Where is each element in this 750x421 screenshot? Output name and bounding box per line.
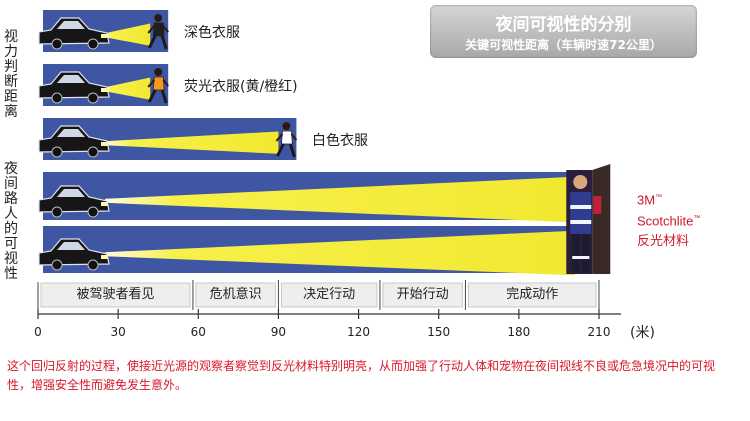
- stage-box: [280, 282, 378, 308]
- stage-label-2: 危机意识: [209, 287, 262, 302]
- stage-box: [467, 282, 597, 308]
- x-tick-label-60: 60: [190, 325, 206, 339]
- headlight-beam: [105, 77, 151, 100]
- x-tick-label-150: 150: [427, 325, 451, 339]
- headlight-beam: [105, 230, 575, 276]
- stage-box: [195, 282, 276, 308]
- reflective-pedestrian-icon: [566, 164, 611, 274]
- product-brand: 3M: [637, 192, 656, 208]
- product-name-tm: ™: [693, 215, 701, 223]
- diagram-title: 夜间可视性的分别: [495, 15, 632, 35]
- side-label-top: 视力判断距离: [4, 29, 18, 120]
- headlight-beam: [105, 131, 279, 154]
- x-tick-label-180: 180: [507, 325, 531, 339]
- headlight-beam: [105, 23, 151, 46]
- pedestrian-icon: [147, 14, 169, 50]
- footer-text: 这个回归反射的过程，使接近光源的观察者察觉到反光材料特别明亮，从而加强了行动人体…: [7, 359, 716, 392]
- car-icon: [38, 17, 110, 50]
- visibility-row-5: [38, 226, 575, 276]
- stage-box: [40, 282, 191, 308]
- product-brand-tm: ™: [655, 194, 663, 201]
- visibility-diagram: [37, 10, 621, 319]
- stage-box: [382, 282, 463, 308]
- x-tick-label-30: 30: [110, 325, 126, 339]
- stage-label-5: 完成动作: [506, 287, 559, 302]
- x-tick-label-0: 0: [34, 325, 42, 339]
- x-tick-label-90: 90: [270, 325, 287, 339]
- pedestrian-icon: [147, 68, 169, 104]
- diagram-subtitle: 关键可视性距离（车辆时速72公里）: [465, 38, 662, 52]
- visibility-row-1: [38, 10, 169, 52]
- visibility-row-4: [38, 172, 575, 223]
- axis-unit: (米): [630, 325, 655, 341]
- side-label-bottom: 夜间路人的可视性: [4, 161, 18, 282]
- headlight-beam: [105, 176, 575, 223]
- x-tick-label-210: 210: [587, 325, 611, 339]
- stage-label-1: 被驾驶者看见: [76, 287, 155, 302]
- row-label-2: 荧光衣服(黄/橙红): [184, 79, 298, 95]
- row-label-3: 白色衣服: [312, 133, 368, 149]
- visibility-row-2: [38, 64, 169, 106]
- product-label: 3M™ Scotchlite™ 反光材料: [637, 188, 700, 250]
- stage-label-4: 开始行动: [396, 287, 449, 302]
- car-icon: [38, 185, 110, 218]
- pedestrian-icon: [275, 122, 298, 158]
- visibility-row-3: [38, 118, 298, 160]
- car-icon: [38, 71, 110, 104]
- title-badge: 夜间可视性的分别 关键可视性距离（车辆时速72公里）: [430, 5, 697, 58]
- product-name: Scotchlite: [637, 213, 694, 229]
- product-desc: 反光材料: [637, 232, 690, 248]
- car-icon: [38, 125, 110, 158]
- car-icon: [38, 238, 110, 271]
- x-tick-label-120: 120: [347, 325, 371, 339]
- stage-label-3: 决定行动: [303, 287, 356, 302]
- row-label-1: 深色衣服: [184, 25, 240, 41]
